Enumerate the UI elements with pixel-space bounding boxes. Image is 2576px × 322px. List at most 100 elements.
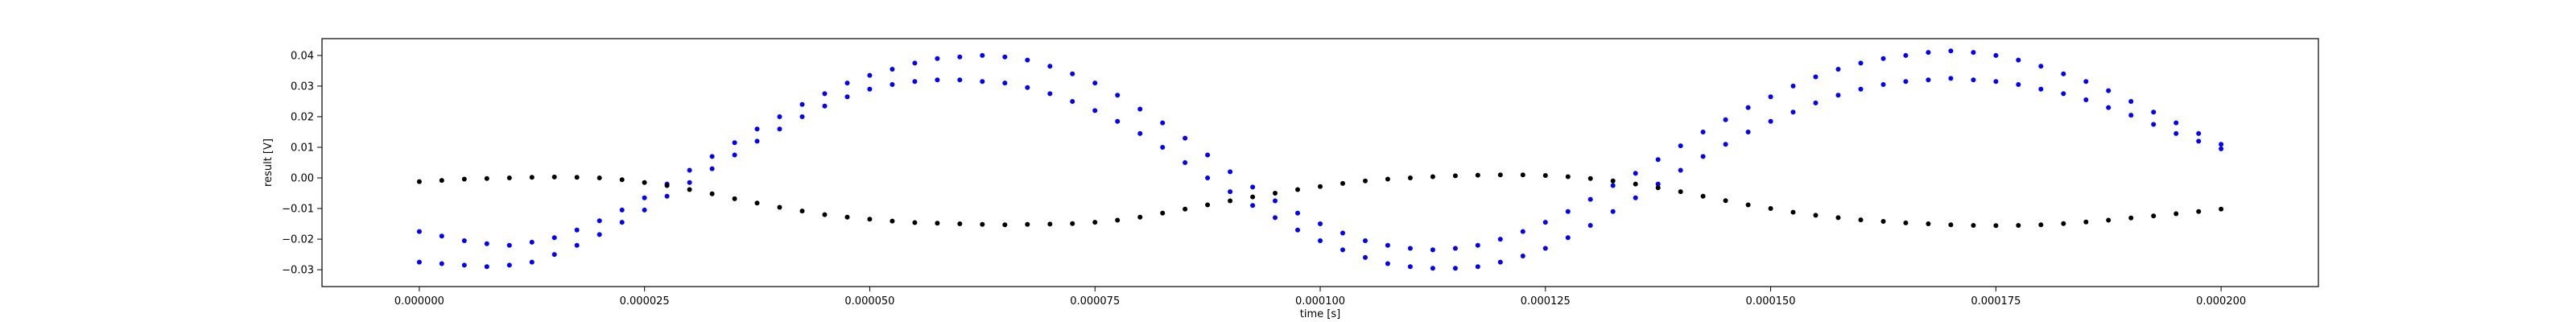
y-tick-label: 0.00 <box>291 173 314 185</box>
data-point <box>844 214 850 220</box>
data-point <box>597 218 602 224</box>
data-point <box>2128 215 2134 221</box>
data-point <box>1250 203 1256 208</box>
data-point <box>1228 198 1233 204</box>
data-point <box>439 233 444 239</box>
data-point <box>642 180 647 185</box>
data-point <box>619 207 625 213</box>
data-point <box>1835 215 1841 221</box>
data-point <box>1475 172 1480 178</box>
data-point <box>1228 189 1233 195</box>
data-point <box>461 262 467 268</box>
data-point <box>574 175 580 180</box>
data-point <box>2219 142 2224 147</box>
data-point <box>1407 264 1413 270</box>
data-point <box>1002 80 1008 86</box>
data-point <box>642 195 647 200</box>
data-point <box>777 204 782 210</box>
data-point <box>1768 206 1773 211</box>
data-point <box>1025 221 1030 227</box>
data-point <box>1497 237 1503 242</box>
plot-area <box>416 48 2224 271</box>
data-point <box>1340 247 1345 253</box>
data-point <box>1926 50 1931 56</box>
data-point <box>890 218 895 224</box>
data-point <box>1678 167 1683 173</box>
data-point <box>664 193 670 199</box>
data-point <box>867 72 873 78</box>
data-point <box>529 259 535 265</box>
data-point <box>709 154 715 159</box>
data-point <box>2016 223 2021 228</box>
data-point <box>1880 219 1886 224</box>
data-point <box>1092 220 1098 225</box>
data-point <box>777 126 782 132</box>
data-point <box>416 179 422 184</box>
data-point <box>2219 146 2224 151</box>
data-point <box>1273 191 1278 196</box>
data-point <box>484 264 489 270</box>
x-tick-label: 0.000025 <box>620 295 670 308</box>
data-point <box>890 67 895 72</box>
data-point <box>1273 215 1278 221</box>
data-point <box>1745 202 1751 208</box>
data-point <box>1678 189 1683 195</box>
data-point <box>1273 198 1278 204</box>
data-point <box>687 187 692 192</box>
y-axis-label: result [V] <box>262 138 275 187</box>
data-point <box>912 60 918 66</box>
y-tick-label: 0.03 <box>291 80 314 93</box>
data-point <box>664 183 670 188</box>
data-point <box>1700 154 1706 159</box>
data-point <box>1295 187 1300 192</box>
data-point <box>732 140 737 146</box>
data-point <box>1835 93 1841 98</box>
data-point <box>574 227 580 233</box>
data-point <box>1565 208 1571 214</box>
y-tick-label: 0.04 <box>291 50 314 62</box>
data-point <box>597 175 602 180</box>
data-point <box>2106 105 2112 110</box>
data-point <box>1903 79 1909 85</box>
data-point <box>1205 202 1211 208</box>
data-point <box>867 86 873 92</box>
data-point <box>1047 91 1053 97</box>
data-point <box>529 239 535 245</box>
data-point <box>2083 79 2089 85</box>
data-point <box>822 91 828 97</box>
data-point <box>484 241 489 246</box>
data-point <box>1655 157 1661 163</box>
data-point <box>1407 246 1413 251</box>
data-point <box>1542 220 1548 225</box>
data-point <box>799 114 805 119</box>
data-point <box>1768 118 1773 124</box>
data-point <box>799 208 805 214</box>
data-point <box>619 220 625 225</box>
data-point <box>1858 217 1864 223</box>
data-point <box>2196 138 2202 144</box>
data-point <box>1948 76 1954 81</box>
data-point <box>597 232 602 237</box>
data-point <box>2016 57 2021 63</box>
data-point <box>1993 52 1999 58</box>
data-point <box>416 229 422 234</box>
data-point <box>1858 60 1864 66</box>
data-point <box>2016 82 2021 87</box>
x-tick-label: 0.000175 <box>1971 295 2021 308</box>
data-point <box>754 138 760 144</box>
data-point <box>1880 82 1886 87</box>
data-point <box>912 79 918 85</box>
data-point <box>1745 105 1751 110</box>
data-point <box>1160 210 1166 216</box>
data-point <box>1587 175 1593 181</box>
data-point <box>957 77 963 83</box>
data-point <box>822 103 828 109</box>
data-point <box>1520 254 1525 258</box>
data-point <box>2128 113 2134 118</box>
data-point <box>1948 48 1954 54</box>
y-axis: −0.03 −0.02 −0.01 0.00 0.01 0.02 0.03 0.04 <box>282 50 322 277</box>
data-point <box>2106 217 2112 223</box>
data-point <box>912 220 918 225</box>
data-point <box>1160 145 1166 150</box>
